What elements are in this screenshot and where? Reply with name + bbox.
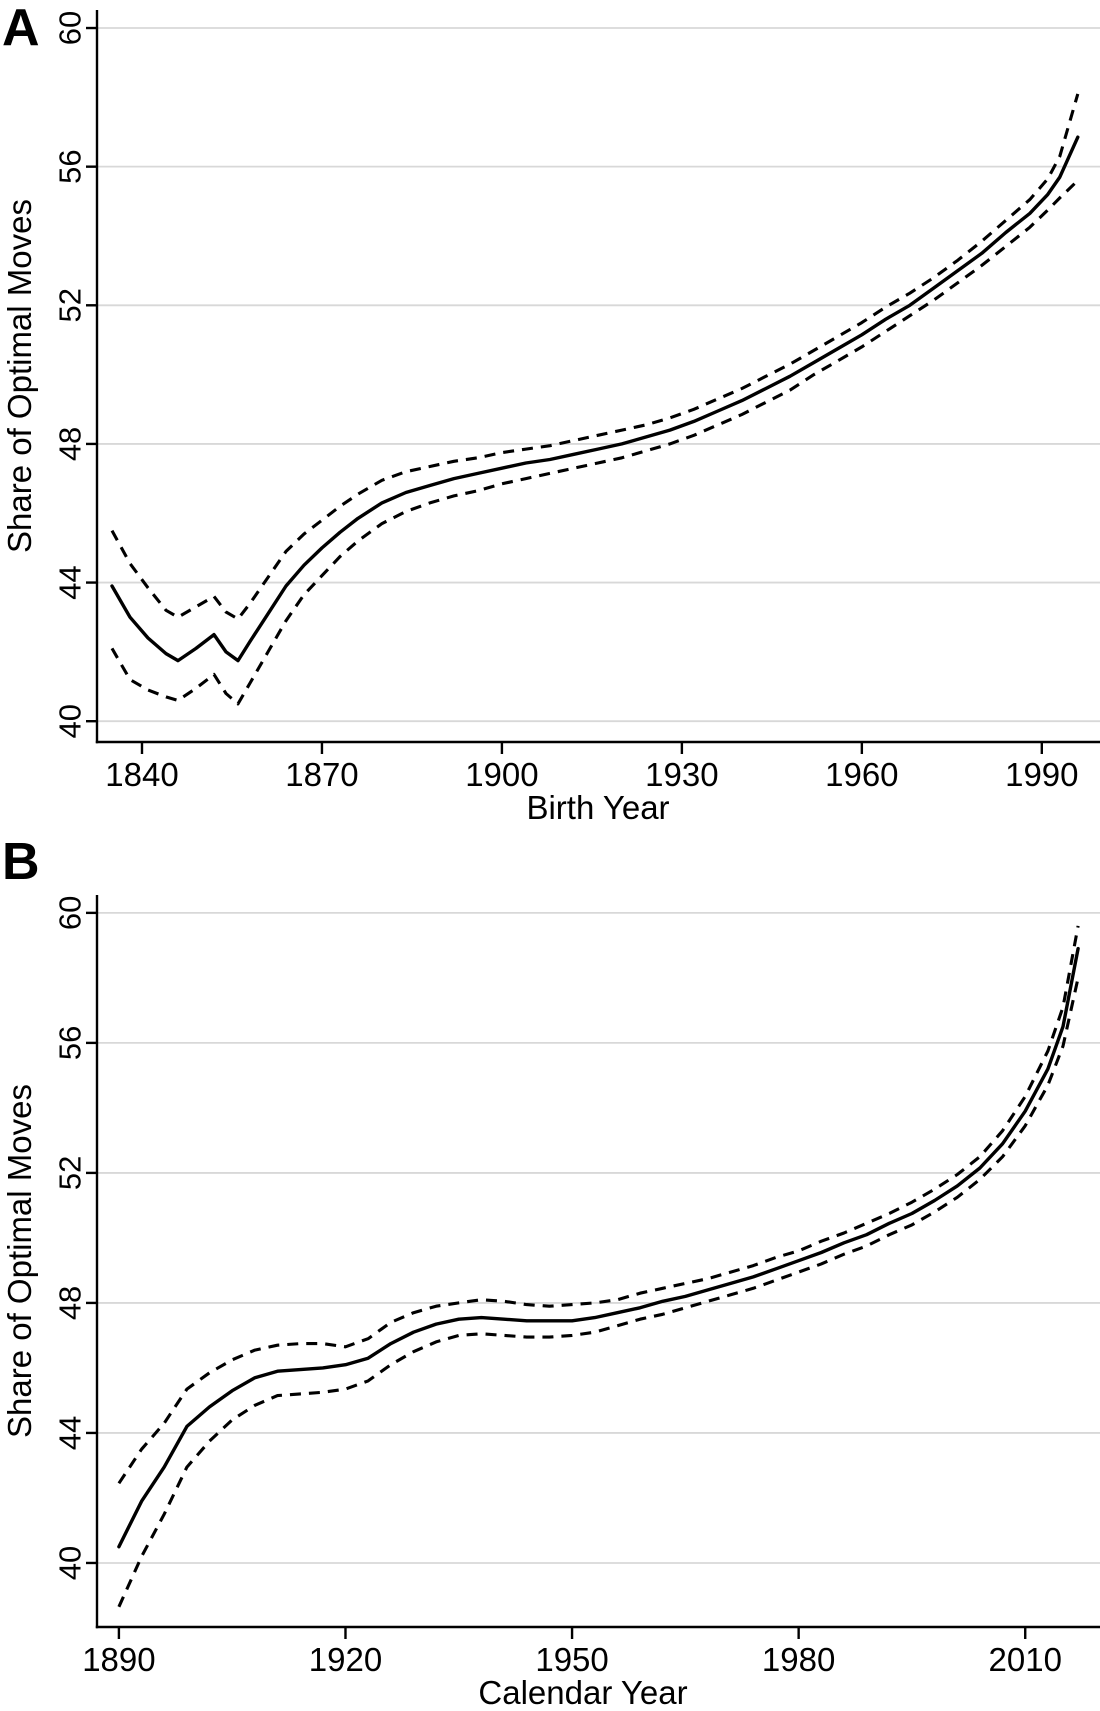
- panel-a-x-axis-title: Birth Year: [526, 789, 670, 826]
- x-tick-label: 1930: [645, 756, 718, 793]
- share-of-optimal-moves-line: [110, 135, 1080, 663]
- y-tick-label: 48: [53, 1286, 88, 1320]
- x-tick-label: 2010: [989, 1641, 1062, 1678]
- y-tick-label: 56: [53, 1026, 88, 1060]
- panel-b: 40 44 48 52 56 60 1890 1920 1950 1980 2010: [53, 895, 1100, 1678]
- x-tick-label: 1950: [535, 1641, 608, 1678]
- x-tick-label: 1870: [285, 756, 358, 793]
- x-tick-label: 1900: [465, 756, 538, 793]
- x-tick-label: 1840: [105, 756, 178, 793]
- panel-a-y-axis-title: Share of Optimal Moves: [1, 199, 38, 553]
- y-tick-label: 44: [53, 565, 88, 599]
- panel-b-x-axis-title: Calendar Year: [478, 1674, 688, 1711]
- ci-lower-line: [117, 977, 1080, 1608]
- x-tick-label: 1990: [1005, 756, 1078, 793]
- panel-b-y-axis-title: Share of Optimal Moves: [1, 1084, 38, 1438]
- x-tick-label: 1890: [82, 1641, 155, 1678]
- y-tick-label: 52: [53, 1156, 88, 1190]
- ci-upper-line: [117, 925, 1080, 1485]
- panel-a-label: A: [2, 0, 40, 57]
- y-tick-label: 48: [53, 427, 88, 461]
- y-tick-label: 52: [53, 288, 88, 322]
- x-tick-label: 1960: [825, 756, 898, 793]
- y-tick-label: 60: [53, 896, 88, 930]
- x-tick-label: 1920: [309, 1641, 382, 1678]
- y-tick-label: 60: [53, 11, 88, 45]
- x-tick-label: 1980: [762, 1641, 835, 1678]
- y-tick-label: 40: [53, 704, 88, 738]
- ci-lower-line: [110, 179, 1079, 706]
- panel-a: 40 44 48 52 56 60 1840 1870 1900 1930 1960 1990: [53, 10, 1100, 793]
- share-of-optimal-moves-line: [117, 946, 1080, 1549]
- y-tick-label: 44: [53, 1416, 88, 1450]
- y-tick-label: 56: [53, 149, 88, 183]
- ci-upper-line: [110, 93, 1080, 621]
- panel-b-label: B: [2, 833, 40, 891]
- y-tick-label: 40: [53, 1546, 88, 1580]
